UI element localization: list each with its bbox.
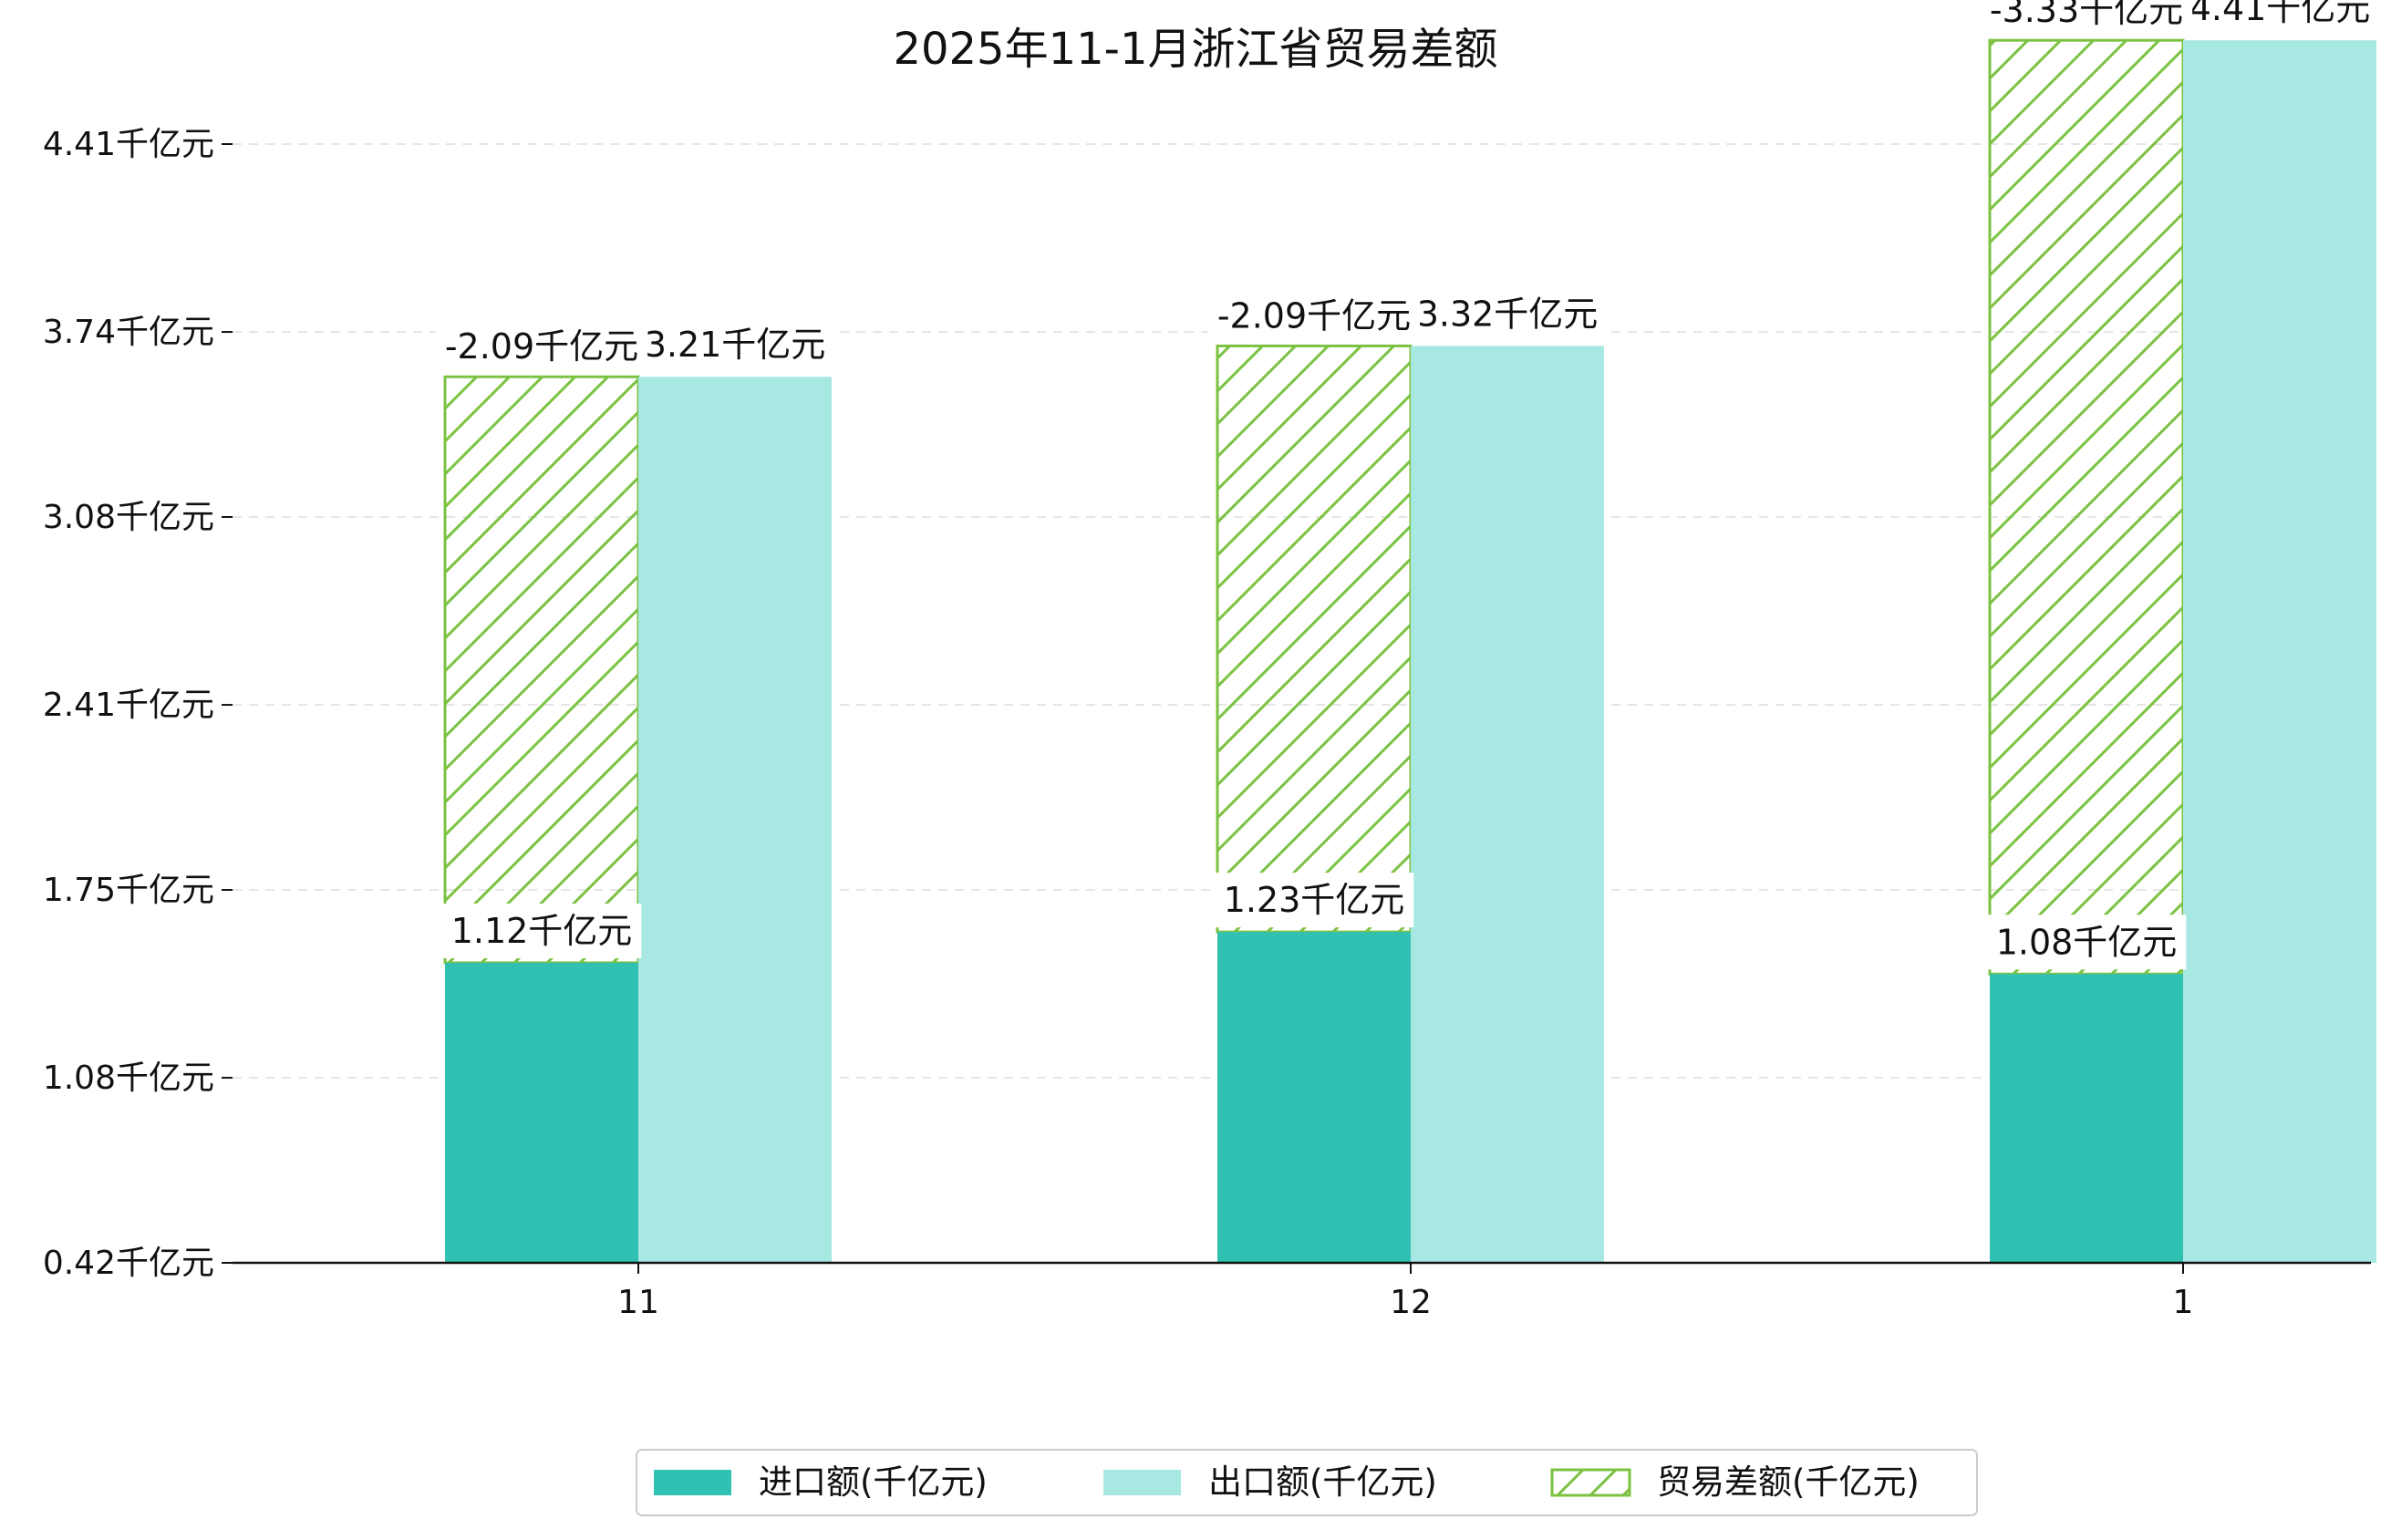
balance-value-label-group: -2.09千亿元	[1207, 288, 1421, 344]
legend-swatch	[1550, 1468, 1631, 1497]
import-value-label-group: 1.12千亿元	[441, 903, 642, 958]
y-tick-label: 0.42千亿元	[43, 1245, 214, 1282]
x-tick-label: 1	[2173, 1284, 2194, 1321]
balance-value-label-bg	[1980, 0, 2193, 38]
import-value-label: 1.08千亿元	[1996, 922, 2178, 962]
import-value-label-bg	[441, 903, 642, 958]
x-axis: 11 12 1	[233, 1261, 2371, 1321]
import-bar	[445, 962, 638, 1263]
import-value-label: 1.23千亿元	[1224, 880, 1405, 920]
export-bar	[638, 377, 832, 1263]
import-bar	[1217, 932, 1411, 1263]
balance-bar	[443, 375, 640, 965]
y-tick-label: 2.41千亿元	[43, 687, 214, 724]
balance-value-label: -3.33千亿元	[1990, 0, 2183, 30]
balance-value-label: -2.09千亿元	[1217, 295, 1411, 336]
chart-title: 2025年11-1月浙江省贸易差额	[893, 24, 1497, 75]
x-tick-label: 11	[617, 1284, 659, 1321]
y-tick-label: 4.41千亿元	[43, 126, 214, 163]
import-bar	[1990, 974, 2183, 1263]
export-value-label-group: 3.32千亿元	[1407, 286, 1608, 342]
y-axis: 0.42千亿元 1.08千亿元 1.75千亿元 2.41千亿元 3.08千亿元 3.74千…	[43, 126, 233, 1282]
import-value-label-bg	[1986, 915, 2187, 970]
legend-swatch	[654, 1470, 731, 1495]
export-value-label: 3.21千亿元	[645, 325, 826, 365]
export-value-label-bg	[2179, 0, 2380, 36]
export-value-label: 4.41千亿元	[2189, 0, 2371, 28]
export-bar	[1411, 346, 1604, 1263]
bars-layer	[443, 38, 2376, 1264]
y-tick-label: 3.08千亿元	[43, 499, 214, 536]
balance-value-label: -2.09千亿元	[445, 326, 638, 367]
export-value-label-bg	[635, 317, 835, 373]
balance-value-label-group: -2.09千亿元	[435, 319, 648, 375]
legend-swatch	[1103, 1470, 1181, 1495]
data-labels-layer: 3.21千亿元-2.09千亿元1.12千亿元3.32千亿元-2.09千亿元1.2…	[435, 0, 2380, 970]
legend-label: 出口额(千亿元)	[1208, 1462, 1437, 1502]
balance-bar	[1216, 344, 1413, 934]
import-value-label-group: 1.08千亿元	[1986, 915, 2187, 970]
legend-label: 进口额(千亿元)	[759, 1462, 988, 1502]
legend-label: 贸易差额(千亿元)	[1657, 1462, 1920, 1502]
legend: 进口额(千亿元) 出口额(千亿元) 贸易差额(千亿元)	[636, 1449, 1978, 1516]
y-tick-label: 3.74千亿元	[43, 314, 214, 351]
balance-value-label-bg	[1207, 288, 1421, 344]
export-value-label-group: 4.41千亿元	[2179, 0, 2380, 36]
import-value-label: 1.12千亿元	[451, 911, 633, 951]
legend-frame	[636, 1449, 1978, 1516]
export-value-label-bg	[1407, 286, 1608, 342]
export-value-label-group: 3.21千亿元	[635, 317, 835, 373]
export-bar	[2183, 40, 2376, 1264]
balance-bar	[1988, 38, 2185, 976]
x-tick-label: 12	[1390, 1284, 1432, 1321]
y-tick-label: 1.08千亿元	[43, 1059, 214, 1097]
balance-value-label-bg	[435, 319, 648, 375]
import-value-label-bg	[1214, 873, 1414, 928]
import-value-label-group: 1.23千亿元	[1214, 873, 1414, 928]
export-value-label: 3.32千亿元	[1417, 294, 1599, 334]
balance-value-label-group: -3.33千亿元	[1980, 0, 2193, 38]
y-tick-label: 1.75千亿元	[43, 872, 214, 909]
